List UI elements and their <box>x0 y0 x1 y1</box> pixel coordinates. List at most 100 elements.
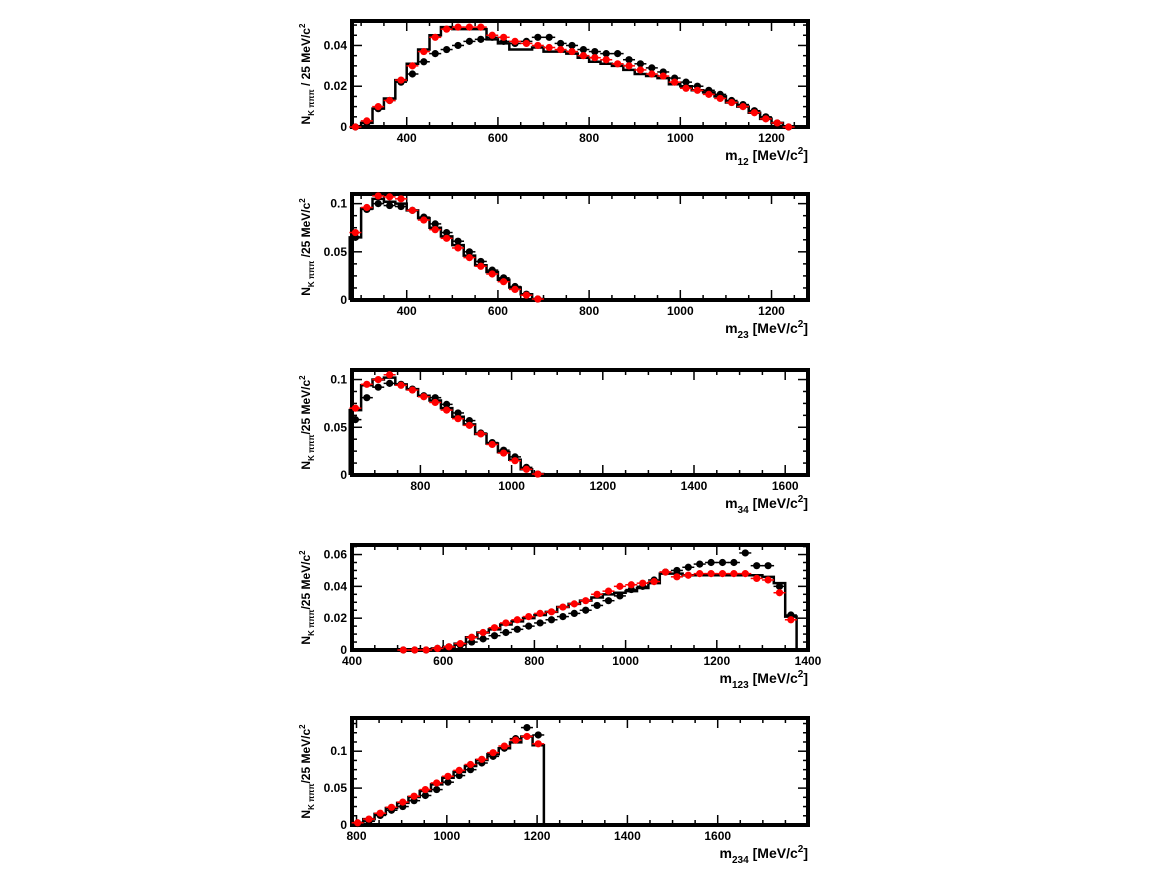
data-point-black <box>570 609 578 618</box>
x-axis-title: m34 [MeV/c2] <box>725 494 808 516</box>
y-axis-title-main: N <box>299 461 313 470</box>
data-point-black <box>534 731 542 739</box>
data-point-red <box>421 785 429 794</box>
histogram-line <box>397 572 798 652</box>
x-axis-title-sub: 12 <box>738 157 750 168</box>
data-point-red <box>522 291 531 299</box>
data-point-black <box>490 632 499 640</box>
x-axis-title-sub: 234 <box>732 855 749 866</box>
x-tick-label: 600 <box>488 131 508 145</box>
data-point-red <box>764 576 772 584</box>
data-point-black <box>534 33 542 41</box>
y-axis-title: NK πππ / 25 MeV/c2 <box>298 23 316 124</box>
data-point-red <box>616 582 624 590</box>
data-point-black <box>454 237 462 245</box>
data-point-red <box>399 798 407 806</box>
data-point-red <box>650 577 658 586</box>
data-point-red <box>489 749 497 757</box>
data-point-red <box>730 570 738 578</box>
data-point-black <box>443 45 451 54</box>
data-point-black <box>374 383 382 391</box>
data-point-black <box>696 560 704 568</box>
data-point-red <box>488 270 496 278</box>
data-point-red <box>454 244 462 252</box>
x-tick-label: 1400 <box>614 829 641 843</box>
data-point-black <box>502 628 510 637</box>
data-point-black <box>673 566 681 575</box>
x-tick-label: 800 <box>410 479 430 493</box>
y-tick-label: 0.06 <box>324 548 348 562</box>
data-point-red <box>478 755 486 763</box>
y-axis-title-sub: K πππ <box>307 261 316 287</box>
data-point-black <box>682 78 690 86</box>
x-axis-title-main: m <box>725 495 737 511</box>
data-point-black <box>443 228 451 237</box>
data-point-black <box>525 622 533 630</box>
data-point-red <box>445 643 453 651</box>
data-point-black <box>636 60 645 68</box>
data-point-red <box>511 457 519 465</box>
x-axis-title-sub: 23 <box>738 330 750 341</box>
y-axis-title-main: N <box>299 116 313 125</box>
data-point-red <box>431 33 439 41</box>
data-point-black <box>614 50 622 58</box>
y-axis-title-sup: 2 <box>298 550 307 555</box>
data-point-red <box>431 398 439 407</box>
data-point-red <box>741 570 749 578</box>
data-point-red <box>750 109 759 117</box>
y-axis-title-rest: /25 MeV/c <box>299 202 313 260</box>
data-point-red <box>397 76 405 84</box>
data-point-red <box>511 37 519 45</box>
data-point-black <box>602 50 610 58</box>
data-point-red <box>363 203 371 212</box>
y-tick-label: 0.1 <box>330 744 347 758</box>
y-axis-title-main: N <box>299 636 313 645</box>
data-point-red <box>399 646 407 654</box>
data-point-black <box>431 50 439 58</box>
data-point-red <box>386 193 394 201</box>
data-point-red <box>477 430 485 438</box>
data-point-red <box>397 195 405 203</box>
data-point-red <box>408 386 417 394</box>
data-point-red <box>696 570 704 578</box>
data-point-black <box>455 771 463 780</box>
data-point-black <box>684 563 692 571</box>
data-point-red <box>420 393 428 401</box>
x-tick-label: 400 <box>342 654 362 668</box>
x-axis-title: m123 [MeV/c2] <box>720 669 809 691</box>
data-point-black <box>775 582 784 590</box>
data-point-black <box>616 592 624 600</box>
data-point-black <box>454 41 462 50</box>
y-axis-title-main: N <box>299 810 313 819</box>
y-axis-title-rest: / 25 MeV/c <box>299 28 313 90</box>
data-point-black <box>604 597 613 605</box>
y-axis-title: NK πππ/25 MeV/c2 <box>298 375 316 470</box>
data-point-red <box>444 772 452 780</box>
data-point-red <box>443 25 451 33</box>
data-point-red <box>456 640 464 648</box>
data-point-red <box>465 254 474 262</box>
data-point-black <box>433 785 441 794</box>
data-point-black <box>421 791 429 800</box>
x-tick-label: 1600 <box>704 829 731 843</box>
data-point-red <box>568 47 576 56</box>
x-tick-label: 1200 <box>589 479 616 493</box>
data-point-black <box>351 416 360 424</box>
data-point-red <box>500 33 508 41</box>
data-point-red <box>433 779 441 787</box>
x-axis-title-close: ] <box>803 147 808 163</box>
x-axis-title-main: m <box>725 147 737 163</box>
x-axis-title-sup: 2 <box>798 494 804 505</box>
data-point-black <box>625 56 633 64</box>
x-axis-title-unit: [MeV/c <box>753 845 798 861</box>
y-axis-title-sub: K πππ <box>307 610 316 636</box>
data-point-red <box>775 589 784 597</box>
data-point-red <box>534 470 542 478</box>
data-point-black <box>477 35 485 43</box>
data-point-red <box>454 23 462 31</box>
x-tick-label: 800 <box>524 654 544 668</box>
y-axis-title: NK πππ/25 MeV/c2 <box>298 724 316 819</box>
data-point-black <box>582 606 590 614</box>
